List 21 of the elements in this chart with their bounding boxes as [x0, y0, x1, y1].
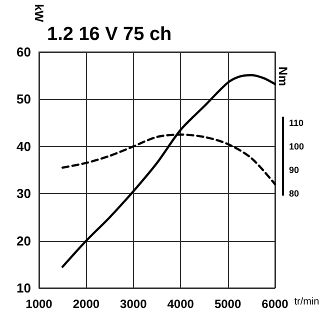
x-tick-label: 1000 [26, 297, 53, 311]
y2-axis-title: Nm [276, 66, 290, 86]
y-tick-label: 30 [16, 186, 31, 202]
line-series [62, 74, 276, 268]
y-tick-label: 40 [16, 138, 31, 154]
y2-tick-label: 110 [289, 118, 304, 128]
chart-title: 1.2 16 V 75 ch [47, 24, 172, 45]
y-tick-label: 60 [16, 44, 31, 60]
y2-tick-label: 80 [289, 188, 300, 199]
y-axis-title: kW [32, 4, 46, 23]
x-tick-label: 4000 [167, 297, 194, 311]
x-tick-label: 2000 [72, 297, 100, 311]
x-axis-title: tr/min [294, 296, 320, 308]
y2-tick-label: 90 [289, 165, 300, 175]
y-tick-label: 20 [16, 233, 31, 248]
x-tick-label: 5000 [214, 297, 242, 311]
x-tick-label: 3000 [120, 297, 148, 311]
y-tick-label: 50 [16, 92, 31, 107]
x-tick-label: 6000 [262, 297, 289, 311]
y-tick-label: 10 [16, 280, 31, 296]
y2-tick-label: 100 [289, 141, 304, 152]
